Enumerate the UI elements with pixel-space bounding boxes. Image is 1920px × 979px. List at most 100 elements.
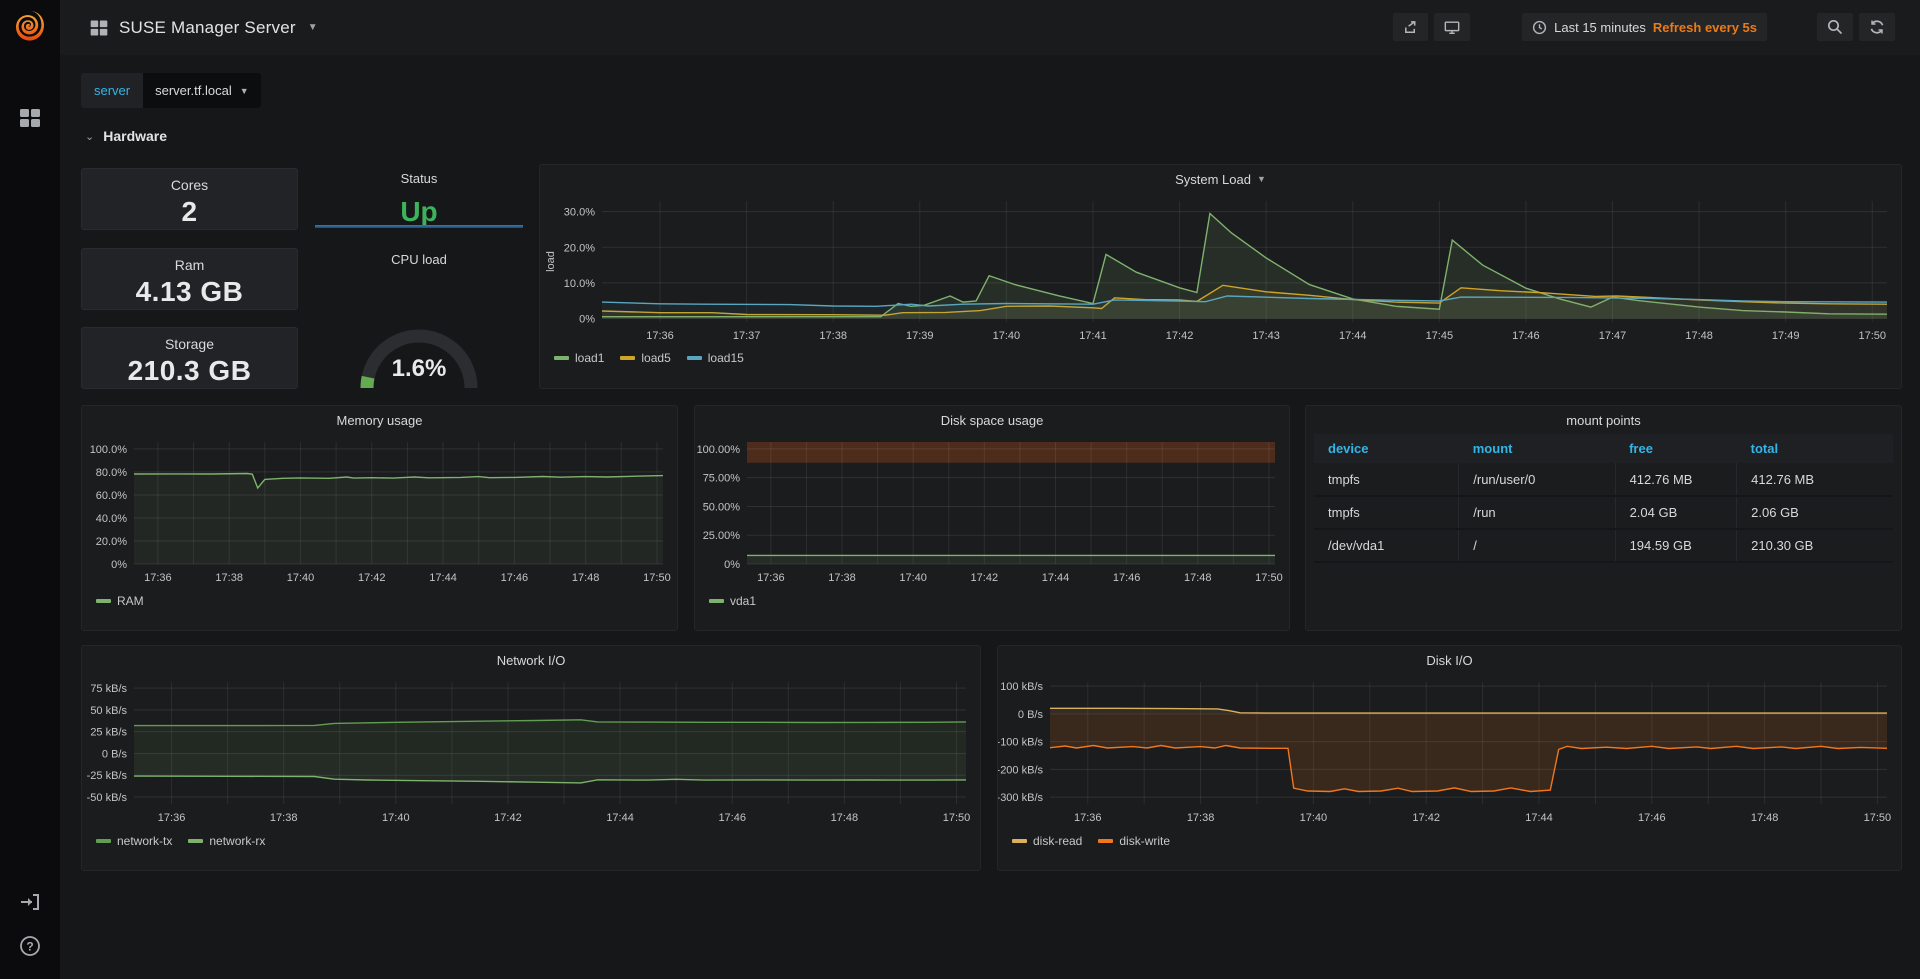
legend-item[interactable]: network-tx — [96, 834, 172, 848]
disk-space-usage-title[interactable]: Disk space usage — [940, 412, 1044, 428]
svg-text:17:48: 17:48 — [1184, 572, 1212, 584]
svg-text:75 kB/s: 75 kB/s — [90, 683, 127, 695]
svg-text:0%: 0% — [724, 559, 740, 571]
svg-text:17:40: 17:40 — [993, 330, 1021, 342]
time-range-label: Last 15 minutes — [1554, 19, 1646, 35]
dashboard-title-group[interactable]: SUSE Manager Server ▼ — [60, 18, 318, 38]
tv-mode-button[interactable] — [1434, 13, 1471, 41]
panel-status[interactable]: Status Up — [315, 164, 523, 231]
legend-item[interactable]: vda1 — [709, 594, 756, 608]
sidebar-help-icon[interactable]: ? — [0, 924, 60, 968]
ram-title: Ram — [174, 257, 205, 273]
network-io-chart[interactable]: -50 kB/s -25 kB/s 0 B/s 25 kB/s 50 kB/s 75 kB… — [82, 674, 980, 828]
svg-text:?: ? — [26, 940, 33, 954]
row-header-hardware[interactable]: ⌄ Hardware — [85, 128, 167, 144]
panel-disk-space-usage: Disk space usage 0% 25.00% 50.00% 75.00% 100… — [694, 405, 1290, 631]
svg-text:17:44: 17:44 — [1525, 812, 1553, 824]
svg-text:0%: 0% — [579, 313, 595, 325]
table-header-mount[interactable]: mount — [1458, 434, 1616, 463]
sidebar-sign-in-icon[interactable] — [0, 880, 60, 924]
svg-text:17:44: 17:44 — [1042, 572, 1070, 584]
svg-text:17:50: 17:50 — [643, 572, 671, 584]
clock-icon — [1533, 20, 1547, 34]
table-header-device[interactable]: device — [1314, 434, 1459, 463]
legend-swatch — [1012, 839, 1027, 843]
disk-io-chart[interactable]: -300 kB/s -200 kB/s -100 kB/s 0 B/s 100 kB/s… — [998, 674, 1901, 828]
legend-item[interactable]: load15 — [686, 351, 744, 365]
memory-usage-chart[interactable]: 0% 20.0% 40.0% 60.0% 80.0% 100.0% 17:36 17:38 17… — [82, 434, 677, 588]
mount-points-title[interactable]: mount points — [1566, 412, 1641, 428]
zoom-out-button[interactable] — [1817, 13, 1853, 41]
table-cell: 412.76 MB — [1736, 463, 1893, 497]
svg-text:17:42: 17:42 — [1412, 812, 1440, 824]
svg-text:17:40: 17:40 — [899, 572, 927, 584]
sidebar-dashboards-icon[interactable] — [0, 96, 60, 140]
refresh-icon — [1870, 20, 1884, 34]
svg-text:17:39: 17:39 — [906, 330, 934, 342]
svg-text:-50 kB/s: -50 kB/s — [87, 792, 128, 804]
svg-text:17:46: 17:46 — [1113, 572, 1141, 584]
legend-item[interactable]: load5 — [620, 351, 671, 365]
panel-cpu-load[interactable]: CPU load 1.6% — [315, 245, 523, 389]
magnifier-icon — [1827, 19, 1843, 35]
legend-swatch — [686, 356, 702, 360]
svg-text:17:38: 17:38 — [1187, 812, 1215, 824]
svg-text:17:40: 17:40 — [287, 572, 315, 584]
table-header-free[interactable]: free — [1615, 434, 1737, 463]
svg-text:17:36: 17:36 — [1074, 812, 1102, 824]
system-load-title[interactable]: System Load ▼ — [1175, 171, 1266, 187]
dashboard-grid-icon — [90, 20, 108, 35]
panel-memory-usage: Memory usage 0% 20.0% 40.0% 60.0% 80.0% 100.0… — [81, 405, 678, 631]
svg-text:load: load — [545, 251, 557, 272]
svg-text:0%: 0% — [111, 559, 127, 571]
cpu-load-value: 1.6% — [392, 355, 447, 382]
legend-swatch — [554, 356, 569, 360]
variable-value-dropdown[interactable]: server.tf.local ▼ — [143, 73, 261, 108]
dashboard-title: SUSE Manager Server — [119, 17, 296, 37]
time-picker-button[interactable]: Last 15 minutes Refresh every 5s — [1522, 13, 1767, 41]
svg-text:20.0%: 20.0% — [96, 536, 127, 548]
legend-item[interactable]: load1 — [554, 351, 604, 365]
table-header-total[interactable]: total — [1736, 434, 1893, 463]
disk-io-title[interactable]: Disk I/O — [1426, 652, 1473, 668]
disk-io-legend: disk-read disk-write — [1012, 834, 1170, 848]
ram-value: 4.13 GB — [135, 276, 244, 307]
svg-text:17:42: 17:42 — [971, 572, 999, 584]
table-row: tmpfs/run 2.04 GB 2.06 GB — [1314, 496, 1893, 530]
svg-text:50 kB/s: 50 kB/s — [90, 705, 127, 717]
network-io-title[interactable]: Network I/O — [496, 652, 566, 668]
chevron-down-icon: ⌄ — [85, 130, 95, 143]
memory-usage-title[interactable]: Memory usage — [336, 412, 423, 428]
legend-swatch — [96, 839, 111, 843]
legend-item[interactable]: disk-write — [1098, 834, 1170, 848]
panel-network-io: Network I/O -50 kB/s -25 kB/s 0 B/s 25 kB/s… — [81, 645, 981, 871]
table-cell: /run — [1458, 496, 1616, 530]
storage-value: 210.3 GB — [127, 355, 252, 386]
svg-text:80.0%: 80.0% — [96, 467, 127, 479]
mount-points-table: device mount free total tmpfs/run/user/0 412… — [1314, 434, 1893, 563]
grafana-logo-icon[interactable] — [12, 8, 48, 44]
svg-text:17:38: 17:38 — [819, 330, 847, 342]
table-row: /dev/vda1/194.59 GB 210.30 GB — [1314, 529, 1893, 563]
disk-space-usage-chart[interactable]: 0% 25.00% 50.00% 75.00% 100.00% 17:36 17:38 17:… — [695, 434, 1289, 588]
svg-text:17:40: 17:40 — [1300, 812, 1328, 824]
svg-text:17:36: 17:36 — [757, 572, 785, 584]
table-cell: / — [1458, 529, 1616, 563]
legend-item[interactable]: RAM — [96, 594, 144, 608]
svg-text:100 kB/s: 100 kB/s — [1000, 681, 1043, 693]
refresh-button[interactable] — [1859, 13, 1895, 41]
panel-cores[interactable]: Cores 2 — [81, 168, 298, 230]
svg-text:-300 kB/s: -300 kB/s — [998, 792, 1043, 804]
svg-text:17:42: 17:42 — [1166, 330, 1194, 342]
legend-item[interactable]: disk-read — [1012, 834, 1082, 848]
title-caret-icon: ▼ — [307, 22, 318, 33]
legend-item[interactable]: network-rx — [188, 834, 265, 848]
panel-storage[interactable]: Storage 210.3 GB — [81, 327, 298, 389]
share-button[interactable] — [1393, 13, 1429, 41]
network-io-legend: network-tx network-rx — [96, 834, 265, 848]
panel-ram[interactable]: Ram 4.13 GB — [81, 248, 298, 310]
system-load-chart[interactable]: 0% 10.0% 20.0% 30.0% 17:36 17:37 17:38 17:39 17:… — [540, 193, 1901, 346]
svg-text:17:49: 17:49 — [1772, 330, 1800, 342]
left-sidebar: ? — [0, 0, 60, 979]
svg-text:25 kB/s: 25 kB/s — [90, 727, 127, 739]
